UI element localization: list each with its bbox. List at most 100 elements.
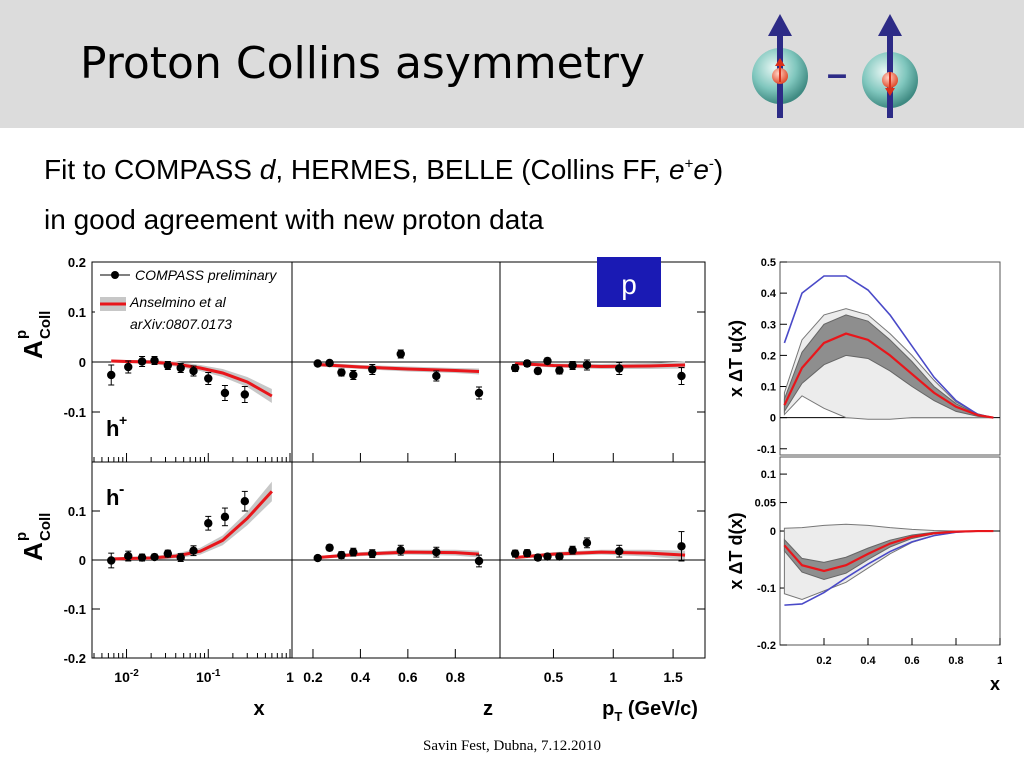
x-axis-label: x [990,674,1000,694]
data-point-h-plus [533,366,543,376]
data-point-h-plus [555,366,564,375]
data-point-h-plus [124,362,133,372]
fit-curve-h-plus [515,362,686,369]
y-tick-label: 0 [79,553,86,568]
y-tick-label: 0.3 [761,319,776,331]
y-tick-label: -0.1 [64,602,86,617]
x-tick-label: 0.8 [446,669,466,685]
x-axis-label: x [253,698,264,720]
data-point-h-minus [582,538,592,548]
data-point-h-plus [137,357,147,366]
data-point-h-plus [568,361,577,370]
transversity-chart: 0.5 0.4 0.3 0.2 0.1 0 -0.1 x ΔT u(x) 0.1 0.05 0 -0.… [726,257,1002,694]
data-point-h-minus [522,548,532,558]
data-point-h-plus [543,356,552,366]
x-tick-label: 0.4 [860,655,876,667]
data-point-h-minus [396,546,405,555]
y-axis-title-sup: p [13,330,30,339]
fit-curve-d [783,529,994,573]
y-axis-title-d: x ΔT d(x) [726,513,746,590]
y-tick-label: -0.2 [757,640,776,652]
y-tick-label: 0.2 [761,350,776,362]
data-point-h-minus [677,542,686,551]
page-title: Proton Collins asymmetry [80,38,646,89]
data-point-h-minus [189,546,198,555]
data-point-h-plus [189,366,198,376]
legend-box [95,265,290,339]
panel-frame-u [779,261,1001,456]
panel-frame-d [779,456,1001,646]
y-tick-label: -0.1 [757,583,776,595]
data-point-h-plus [368,365,377,374]
data-point-h-minus [176,553,185,562]
panel-label-h-plus: h [106,416,119,441]
data-point-h-plus [176,363,185,373]
data-point-h-plus [349,370,358,380]
header-bar: Proton Collins asymmetry – [0,0,1024,128]
y-tick-label: 0 [770,413,776,425]
y-tick-label: 0.2 [68,255,86,270]
x-tick-label: 0.8 [948,655,963,667]
y-tick-label: 0.1 [761,469,776,481]
data-point-h-minus [432,547,441,557]
data-point-h-plus [204,374,213,383]
x-tick-label: 1 [609,669,617,685]
y-tick-label: 0.1 [68,305,86,320]
data-point-h-plus [474,388,484,398]
subtitle-line-2: in good agreement with new proton data [44,204,544,235]
y-tick-label: 0.4 [761,288,777,300]
legend-compass-marker [111,271,119,279]
subtitle-line-1: Fit to COMPASS d, HERMES, BELLE (Collins… [44,154,724,185]
data-point-h-plus [432,371,441,381]
data-point-h-minus [368,549,377,558]
minus-sign: – [827,53,847,94]
legend-compass-label: COMPASS preliminary [135,267,277,283]
x-tick-label: 0.6 [904,655,919,667]
y-tick-label: 0.1 [761,382,776,394]
x-axis-label: z [483,698,493,720]
x-tick-1: 1 [286,669,294,685]
data-point-h-plus [677,371,686,381]
panel-label-h-minus: h [106,485,119,510]
data-point-h-minus [555,552,564,561]
x-tick-label: 0.6 [398,669,418,685]
data-point-h-minus [543,552,552,561]
data-point-h-minus [137,553,147,562]
proton-target-box [597,257,661,307]
x-tick-label: 0.4 [351,669,371,685]
y-tick-label: 0.05 [755,498,776,510]
y-axis-title-u: x ΔT u(x) [726,320,746,397]
data-point-h-plus [313,359,322,368]
y-axis-title-sub: Coll [37,513,54,541]
data-point-h-plus [150,356,159,365]
y-tick-label: -0.2 [64,651,86,666]
data-point-h-minus [533,553,543,562]
y-axis-title-text: x ΔT u(x) [726,320,746,397]
x-tick-label: 0.2 [303,669,323,685]
x-axis-label: pT (GeV/c) [602,698,698,724]
positivity-bound-u [783,275,994,419]
legend-fit-label: Anselmino et al [129,294,227,310]
data-point-h-minus [510,549,520,558]
data-point-h-plus [337,368,346,377]
x-tick-label: 1.5 [663,669,683,685]
data-point-h-plus [522,359,532,368]
data-point-h-minus [349,547,358,557]
data-point-h-minus [313,553,322,563]
fit-curve-u [783,332,994,419]
fit-band-h-minus [111,481,272,561]
y-axis-title-sub: Coll [37,311,54,339]
footer: Savin Fest, Dubna, 7.12.2010 [423,738,601,754]
y-tick-label: -0.1 [64,405,86,420]
proton-target-label: p [621,269,637,300]
y-tick-label: 0 [79,355,86,370]
y-axis-title-A: A [18,542,48,561]
fit-curve-h-plus [317,363,480,373]
y-tick-label: -0.1 [757,444,776,456]
data-point-h-plus [582,360,592,370]
data-point-h-minus [337,550,346,560]
data-point-h-plus [615,364,624,373]
data-point-h-minus [325,543,334,552]
data-point-h-plus [325,358,334,368]
